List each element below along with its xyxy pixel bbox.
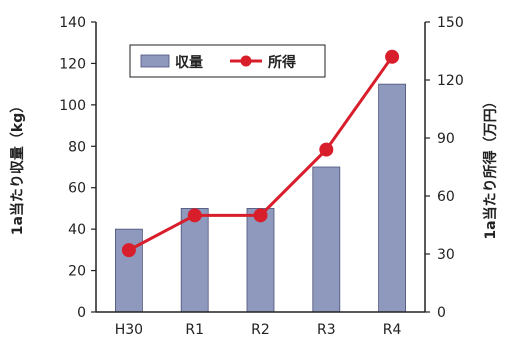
x-tick-label: R2 [251,322,270,338]
right-tick-label: 0 [437,305,446,321]
legend-bar-swatch [140,54,170,68]
bar-R1 [180,208,209,313]
income-point-H30 [121,243,136,258]
left-y-ticks: 0 20 40 60 80 100 120 140 [59,15,96,321]
income-point-R3 [319,142,334,157]
left-tick-label: 80 [68,139,86,155]
left-tick-label: 20 [68,264,86,280]
legend-label-income: 所得 [268,54,296,71]
x-tick-label: R1 [185,322,204,338]
left-tick-label: 140 [59,15,86,31]
legend-label-yield: 収量 [175,54,203,71]
income-point-R1 [187,208,202,223]
bar-R2 [246,208,275,313]
right-tick-label: 60 [437,189,455,205]
bar-R4 [378,83,407,313]
bar-H30 [115,228,143,313]
legend: 収量 所得 [129,44,326,78]
left-y-axis-title: 1a当たり収量（kg） [9,99,26,236]
right-tick-label: 120 [437,73,464,89]
x-ticks: H30 R1 R2 R3 R4 [115,322,402,338]
left-tick-label: 60 [68,181,86,197]
right-tick-label: 90 [437,131,455,147]
right-tick-label: 150 [437,15,464,31]
bar-series [115,83,407,313]
left-tick-label: 100 [59,98,86,114]
x-tick-label: R3 [317,322,336,338]
left-tick-label: 120 [59,56,86,72]
right-y-axis-title: 1a当たり所得（万円） [482,94,499,239]
x-tick-label: R4 [383,322,402,338]
right-tick-label: 30 [437,247,455,263]
left-tick-label: 0 [77,305,86,321]
x-tick-label: H30 [115,322,143,338]
right-y-ticks: 0 30 60 90 120 150 [425,15,464,321]
bar-R3 [312,166,341,313]
line-series [121,49,400,258]
left-tick-label: 40 [68,222,86,238]
axes [95,22,426,313]
income-point-R4 [385,49,400,64]
legend-line-marker [240,55,252,67]
income-point-R2 [253,208,268,223]
